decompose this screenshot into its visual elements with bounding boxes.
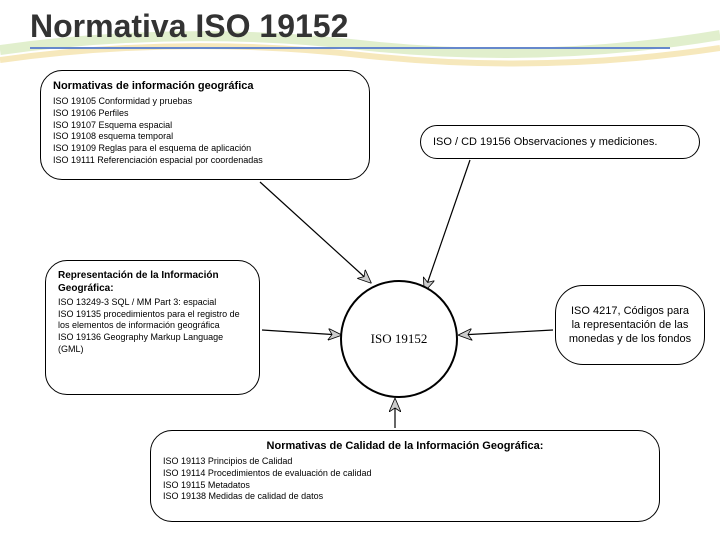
box-line: ISO 19114 Procedimientos de evaluación d… xyxy=(163,468,647,480)
box-line: ISO 19108 esquema temporal xyxy=(53,131,357,143)
box-calidad: Normativas de Calidad de la Información … xyxy=(150,430,660,522)
box-normativas-info-geo: Normativas de información geográfica ISO… xyxy=(40,70,370,180)
box-line: ISO 19106 Perfiles xyxy=(53,108,357,120)
box-line: ISO 19138 Medidas de calidad de datos xyxy=(163,491,647,503)
connector-arrow xyxy=(262,330,340,335)
connector-arrow xyxy=(460,330,553,335)
box-line: ISO / CD 19156 Observaciones y medicione… xyxy=(433,135,657,149)
box-title: Normativas de Calidad de la Información … xyxy=(163,439,647,453)
box-line: ISO 19136 Geography Markup Language (GML… xyxy=(58,332,247,355)
box-representacion: Representación de la Información Geográf… xyxy=(45,260,260,395)
box-line: ISO 4217, Códigos para la representación… xyxy=(568,304,692,347)
box-title: Normativas de información geográfica xyxy=(53,79,357,93)
box-line: ISO 19107 Esquema espacial xyxy=(53,120,357,132)
center-node-iso19152: ISO 19152 xyxy=(340,280,458,398)
box-line: ISO 13249-3 SQL / MM Part 3: espacial xyxy=(58,297,247,309)
connector-arrow xyxy=(425,160,470,290)
page-title: Normativa ISO 19152 xyxy=(30,8,670,49)
center-label: ISO 19152 xyxy=(371,331,428,347)
box-line: ISO 19115 Metadatos xyxy=(163,480,647,492)
box-line: ISO 19109 Reglas para el esquema de apli… xyxy=(53,143,357,155)
box-line: ISO 19105 Conformidad y pruebas xyxy=(53,96,357,108)
connector-arrow xyxy=(260,182,370,282)
box-line: ISO 19113 Principios de Calidad xyxy=(163,456,647,468)
box-line: ISO 19135 procedimientos para el registr… xyxy=(58,309,247,332)
box-observaciones: ISO / CD 19156 Observaciones y medicione… xyxy=(420,125,700,159)
box-iso4217: ISO 4217, Códigos para la representación… xyxy=(555,285,705,365)
box-title: Representación de la Información Geográf… xyxy=(58,269,247,295)
box-line: ISO 19111 Referenciación espacial por co… xyxy=(53,155,357,167)
